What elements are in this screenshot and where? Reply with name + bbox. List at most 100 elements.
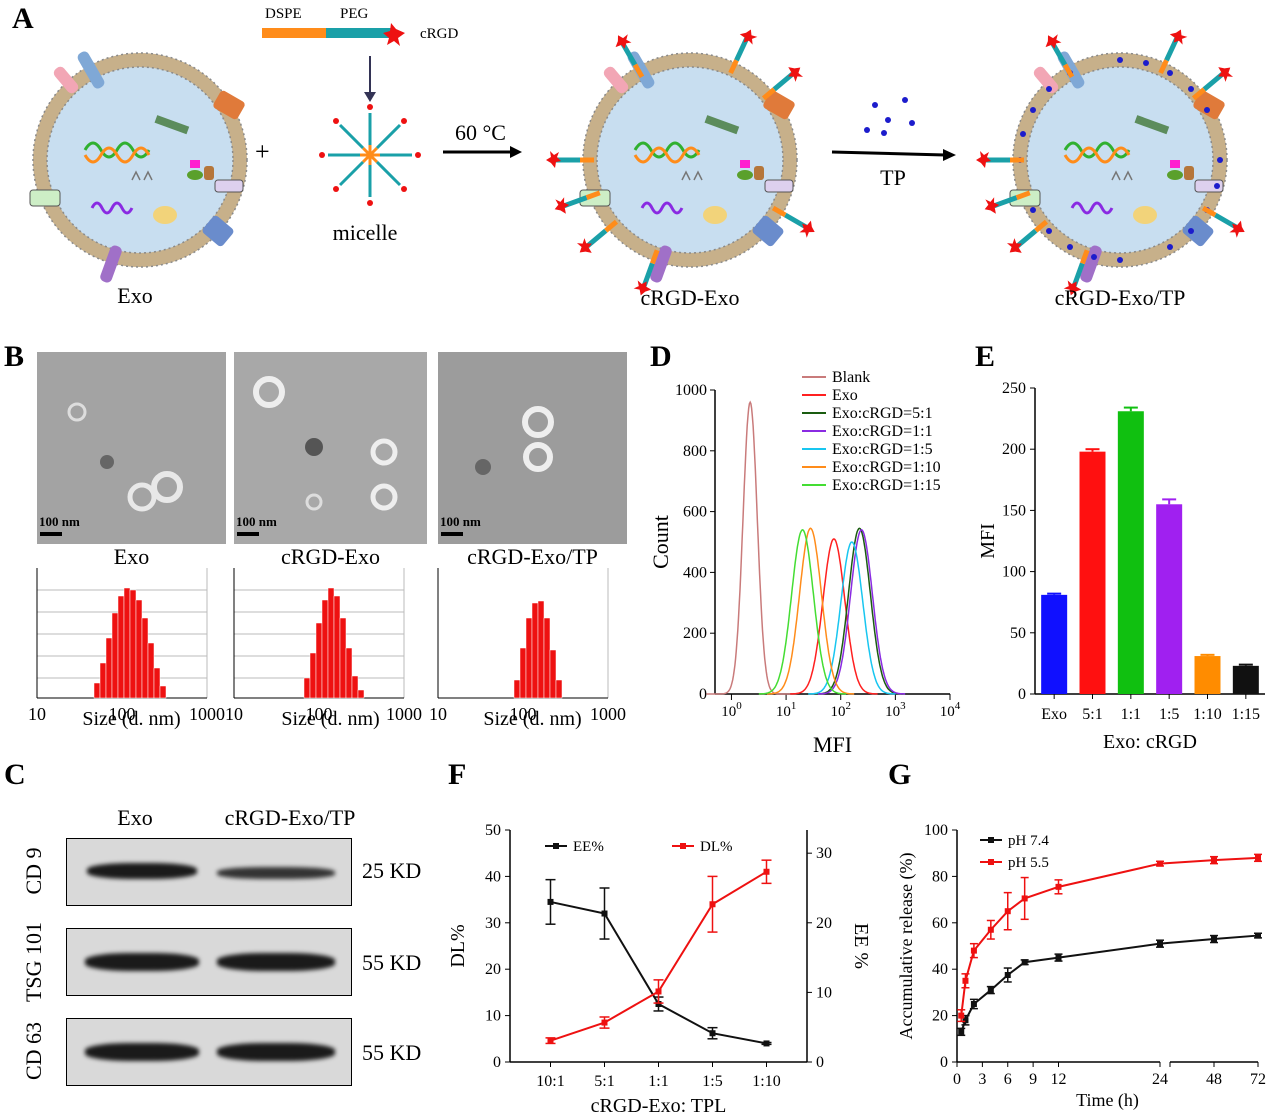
exo-caption: Exo [117,283,152,308]
legend-label: Exo:cRGD=1:10 [832,459,941,476]
y-tick-label: 1000 [675,382,707,399]
y-axis-label: Count [648,515,673,569]
y-tick-label: 40 [485,868,501,885]
panel-label-e: E [975,340,996,373]
series-line-1 [790,538,878,695]
y-tick-label: 20 [485,961,501,978]
y-tick-label: 600 [683,504,707,521]
bar-5:1 [1079,451,1106,694]
legend-label: Exo:cRGD=1:5 [832,441,933,458]
tem-image-exo: 100 nm [37,352,226,544]
chart-d-flow-cytometry: 0 200 400 600 800 1000 100 101 102 103 104 MFI Count… [648,369,961,757]
micelle-diagram [319,104,421,206]
legend-label: Blank [832,369,870,386]
y2-tick-label: 10 [816,984,832,1001]
bar-1:5 [1156,504,1183,694]
x-axis-label: Size (d. nm) [281,708,380,730]
exo-vesicle [30,50,247,284]
x-tick-label: 1:10 [752,1073,780,1090]
peg-label: PEG [340,6,369,22]
series-line-pH 7.4 [960,934,1259,1033]
legend-label: DL% [700,839,733,855]
lane-label-crgd-exo-tp: cRGD-Exo/TP [224,805,356,830]
y-tick-label: 0 [1018,686,1026,703]
legend-label: Exo [832,387,858,404]
series-line-pH 5.5 [960,856,1259,1016]
x-tick-label: 0 [953,1071,961,1088]
tp-dots [864,97,915,136]
series-line-4 [808,541,896,695]
y-tick-label: 0 [493,1054,501,1071]
legend-label: Exo:cRGD=5:1 [832,405,933,422]
y-tick-label: 40 [932,961,948,978]
bar-1:1 [1117,411,1144,694]
panel-label-c: C [4,758,26,791]
legend-label: pH 7.4 [1008,833,1049,849]
y-tick-label: 0 [699,686,707,703]
bar-Exo [1041,594,1068,694]
data-point [547,898,554,905]
x-tick-label: 10:1 [536,1073,564,1090]
x-tick-label: 48 [1206,1071,1222,1088]
kd-label-cd9: 25 KD [362,858,422,883]
y-tick-label: 50 [1010,625,1026,642]
crgd-exo-tp-vesicle [976,26,1249,298]
micelle-label: micelle [333,220,398,245]
x-tick-label: 1:1 [648,1073,668,1090]
x-tick-label: 12 [1051,1071,1067,1088]
x-axis-label: cRGD-Exo: TPL [591,1095,727,1114]
scale-bar-label: 100 nm [440,514,481,529]
x-tick-label: 1:1 [1121,706,1141,723]
y-tick-label: 100 [1002,564,1026,581]
x-tick-label: 102 [830,700,851,720]
x-tick-label: Exo [1041,706,1067,723]
kd-label-cd63: 55 KD [362,1040,422,1065]
x-tick-label: 5:1 [594,1073,614,1090]
x-tick-label: 3 [978,1071,986,1088]
legend-marker [988,837,994,843]
y-tick-label: 800 [683,443,707,460]
y2-tick-label: 20 [816,915,832,932]
x-tick-label: 103 [885,700,906,720]
tem-caption-crgd-exo: cRGD-Exo [281,544,380,569]
x-tick-label: 1:10 [1193,706,1221,723]
x-tick: 100 [510,704,537,724]
y2-tick-label: 0 [816,1054,824,1071]
kd-label-tsg101: 55 KD [362,950,422,975]
crgd-exo-vesicle [546,26,819,298]
chart-f-dl-ee: 0 10 20 30 40 50 0 10 20 30 10:1 5:1 1:1 1:5 1:10 EE% DL… [447,822,872,1114]
lane-label-exo: Exo [117,805,153,830]
size-distribution-histograms: 10 100 1000 10 100 1000 10 100 1000 [28,568,626,724]
crgd-exo-caption: cRGD-Exo [641,285,740,310]
panel-label-a: A [12,2,34,35]
blot-cd63 [66,1018,352,1086]
y2-axis-label: EE % [850,923,872,969]
protein-label-cd9: CD 9 [21,847,46,895]
x-tick: 100 [306,704,333,724]
y-tick-label: 200 [683,625,707,642]
legend-marker [553,843,559,849]
y-tick-label: 100 [924,822,948,839]
temperature-label: 60 °C [455,120,506,145]
y-tick-label: 30 [485,915,501,932]
x-axis-label: MFI [813,732,852,757]
x-tick-label: 100 [721,700,742,720]
panel-label-b: B [4,340,25,373]
tp-label: TP [880,165,906,190]
x-tick-label: 1:5 [702,1073,722,1090]
series-line-0 [706,400,794,695]
x-tick: 1000 [386,704,422,724]
x-tick-label: 24 [1152,1071,1168,1088]
blot-tsg101 [66,928,352,996]
crgd-exo-tp-caption: cRGD-Exo/TP [1055,285,1186,310]
arrow-icon [831,150,946,157]
chart-e-mfi-bars: 0 50 100 150 200 250 Exo 5:1 1:1 1:5 1:10 1:15 Exo: … [980,380,1265,753]
x-tick-label: 5:1 [1082,706,1102,723]
legend-label: pH 5.5 [1008,855,1049,871]
protein-label-tsg101: TSG 101 [21,921,46,1003]
legend-label: Exo:cRGD=1:15 [832,477,941,494]
blot-cd9 [66,838,352,906]
y-axis-label: MFI [980,523,999,559]
x-tick-label: 104 [940,700,961,720]
y-axis-label: DL% [447,924,469,967]
